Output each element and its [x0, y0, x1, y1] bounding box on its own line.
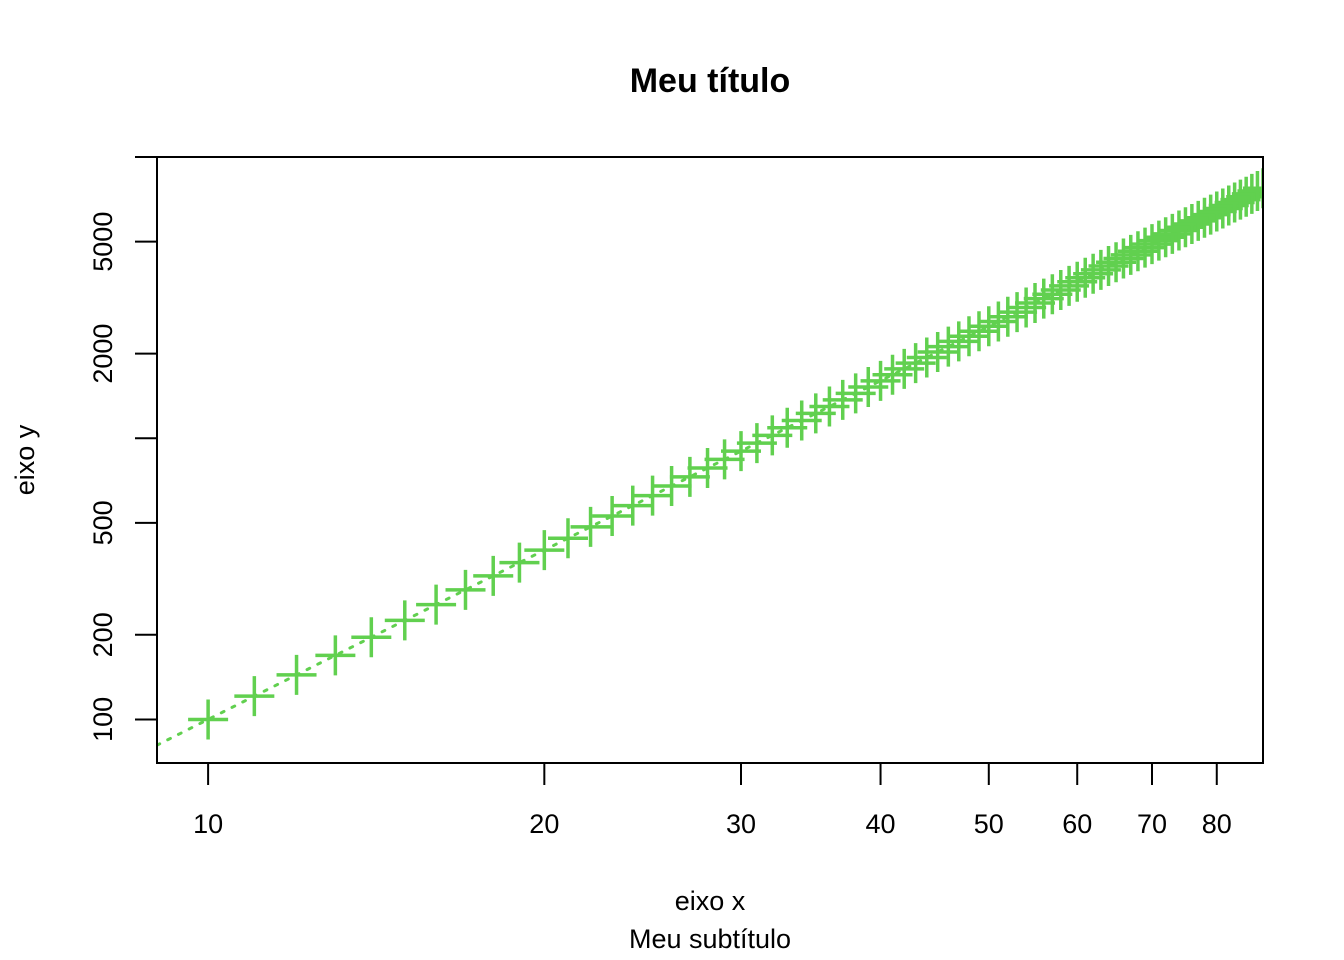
data-point: [1023, 278, 1064, 319]
data-point: [997, 292, 1038, 333]
data-point: [917, 332, 958, 373]
data-point: [234, 676, 275, 717]
data-point: [416, 584, 457, 625]
data-point: [736, 423, 777, 464]
data-point: [1073, 253, 1114, 294]
data-point: [1057, 261, 1098, 302]
data-point: [315, 635, 356, 676]
data-point: [938, 321, 979, 362]
data-point: [928, 326, 969, 367]
data-point: [987, 296, 1028, 337]
data-point: [1006, 287, 1047, 328]
chart-title: Meu título: [630, 62, 791, 100]
data-point: [948, 316, 989, 357]
data-point: [1226, 176, 1263, 217]
data-point: [276, 654, 317, 695]
y-axis-label: eixo y: [10, 424, 40, 495]
x-tick-label: 30: [726, 809, 756, 839]
x-tick-label: 80: [1202, 809, 1232, 839]
plot-area: [157, 168, 1263, 747]
y-tick-label: 200: [88, 612, 118, 657]
chart-subtitle: Meu subtítulo: [629, 924, 791, 954]
data-point: [351, 617, 392, 658]
x-tick-label: 40: [866, 809, 896, 839]
data-point: [968, 306, 1009, 347]
data-point: [1231, 173, 1263, 214]
data-point: [524, 530, 565, 571]
data-point: [1032, 274, 1073, 315]
x-tick-label: 70: [1137, 809, 1167, 839]
data-point: [188, 699, 229, 740]
data-point: [1040, 270, 1081, 311]
data-point: [978, 301, 1019, 342]
data-point: [632, 475, 673, 516]
x-tick-label: 10: [193, 809, 223, 839]
data-point: [1214, 182, 1255, 223]
data-point: [669, 456, 710, 497]
y-axis: 100 200 500 2000 5000: [88, 156, 158, 742]
data-point: [445, 569, 486, 610]
data-point: [1015, 283, 1056, 324]
data-point: [872, 354, 913, 395]
data-point: [1065, 257, 1106, 298]
data-point: [895, 343, 936, 384]
y-tick-label: 100: [88, 697, 118, 742]
data-point: [906, 337, 947, 378]
data-point: [499, 542, 540, 583]
data-point: [612, 485, 653, 526]
data-point: [651, 466, 692, 507]
x-tick-label: 60: [1062, 809, 1092, 839]
data-point: [884, 348, 925, 389]
data-point: [1080, 249, 1121, 290]
data-point: [384, 600, 425, 641]
data-point: [473, 555, 514, 596]
x-tick-label: 50: [974, 809, 1004, 839]
data-point: [570, 506, 611, 547]
data-point: [1049, 265, 1090, 306]
data-point: [1237, 171, 1263, 212]
data-point: [1220, 179, 1261, 220]
x-axis-label: eixo x: [675, 886, 746, 916]
data-point: [721, 431, 762, 472]
data-point: [547, 518, 588, 559]
y-tick-label: 5000: [88, 212, 118, 272]
data-point: [687, 447, 728, 488]
data-point: [1243, 168, 1263, 209]
data-point: [704, 439, 745, 480]
x-axis: 10 20 30 40 50 60 70 80: [193, 762, 1232, 839]
y-tick-label: 2000: [88, 324, 118, 384]
y-tick-label: 500: [88, 500, 118, 545]
data-point: [958, 311, 999, 352]
data-point: [592, 495, 633, 536]
x-tick-label: 20: [529, 809, 559, 839]
